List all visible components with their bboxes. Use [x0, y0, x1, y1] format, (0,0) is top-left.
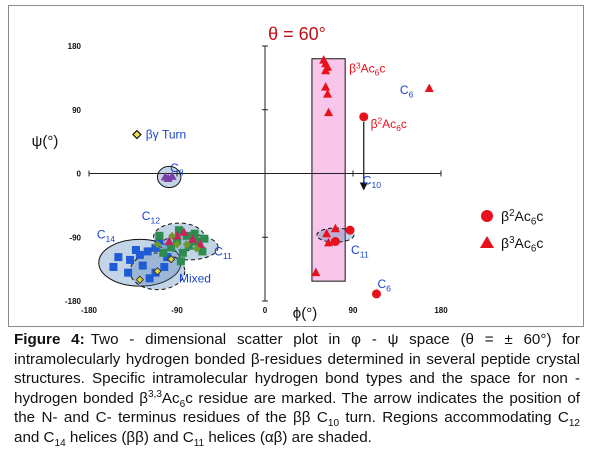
data-point	[124, 268, 133, 277]
data-point	[178, 248, 187, 257]
caption-sup: 3,3	[148, 388, 162, 400]
x-tick-label: 180	[434, 306, 448, 315]
data-point	[163, 173, 173, 182]
annotation-label: C8	[170, 161, 184, 178]
data-point	[114, 253, 123, 262]
x-tick-label: 0	[263, 306, 268, 315]
data-point	[424, 83, 434, 92]
data-point	[164, 236, 174, 245]
data-point	[173, 240, 181, 249]
legend-marker	[480, 236, 494, 248]
caption-sub: 6	[179, 398, 186, 410]
data-point	[131, 246, 140, 254]
annotation-label: C14	[97, 227, 115, 244]
data-point	[321, 82, 331, 91]
arrow-head	[359, 182, 368, 191]
data-point	[151, 243, 160, 252]
data-point	[155, 236, 164, 245]
y-tick-label: -180	[65, 297, 82, 306]
data-point	[132, 129, 142, 140]
data-point	[198, 247, 207, 256]
data-point	[330, 223, 340, 233]
annotation-label: C12	[142, 209, 160, 226]
caption-text: helices (ββ) and C	[65, 428, 194, 446]
x-tick-label: -180	[81, 306, 98, 315]
data-point	[135, 275, 144, 284]
data-point	[195, 239, 205, 248]
data-point	[143, 247, 152, 256]
caption-text: Two - dimensional scatter plot in φ - ψ …	[14, 331, 580, 407]
legend-label: β2Ac6c	[501, 208, 543, 228]
caption-text: and C	[14, 428, 55, 446]
data-point	[179, 227, 189, 236]
data-point	[155, 231, 164, 240]
data-point	[163, 253, 172, 262]
data-point	[371, 289, 381, 299]
annotation-label: C6	[377, 277, 391, 294]
caption-text: Ac	[161, 389, 180, 407]
data-point	[192, 237, 201, 246]
data-point	[160, 263, 169, 271]
caption-text: turn. Regions accommodating C	[339, 409, 569, 427]
data-point	[182, 231, 191, 240]
data-point	[192, 244, 201, 253]
data-point	[176, 257, 185, 266]
data-point	[138, 261, 147, 270]
data-point	[321, 65, 331, 75]
data-point	[322, 228, 332, 238]
data-point	[174, 226, 183, 235]
caption-sub: 11	[193, 438, 205, 449]
caption-sub: 14	[54, 438, 66, 449]
data-point	[311, 267, 321, 277]
data-point	[159, 248, 168, 257]
annotation-label: C10	[363, 174, 381, 191]
data-point	[330, 237, 340, 246]
figure-caption: Figure 4: Two - dimensional scatter plot …	[14, 330, 580, 449]
annotation-label: β2Ac6c	[371, 116, 407, 133]
annotation-label: βγ Turn	[146, 128, 186, 142]
data-point	[126, 255, 135, 264]
data-point	[167, 255, 176, 264]
data-point	[153, 267, 162, 276]
scatter-plot: θ = 60° -180 -90 0 90 180 -180 -90 0 90 180 ψ(°) ϕ(°…	[32, 24, 544, 322]
data-point	[359, 112, 369, 122]
caption-sub: 12	[568, 418, 580, 430]
data-point	[345, 225, 355, 235]
figure-panel: θ = 60° -180 -90 0 90 180 -180 -90 0 90 180 ψ(°) ϕ(°…	[8, 5, 584, 327]
x-axis-label: ϕ(°)	[293, 305, 317, 322]
data-point	[172, 230, 182, 240]
y-tick-label: 180	[68, 42, 82, 51]
annotation-label: Mixed	[179, 271, 211, 285]
data-point	[145, 274, 154, 283]
y-tick-label: -90	[69, 233, 81, 242]
chart-title: θ = 60°	[268, 24, 326, 44]
legend-label: β3Ac6c	[501, 235, 543, 255]
data-point	[168, 231, 177, 240]
data-point	[188, 234, 198, 243]
y-axis-label: ψ(°)	[32, 133, 59, 150]
data-point	[324, 107, 334, 117]
caption-sub: 10	[327, 418, 340, 430]
data-point	[167, 243, 176, 252]
data-point	[200, 234, 209, 243]
data-point	[135, 250, 144, 259]
y-tick-label: 90	[72, 106, 81, 115]
caption-text: helices (αβ) are shaded.	[204, 428, 372, 446]
legend-marker	[481, 210, 493, 222]
caption-text: c residue are marked. The arrow indicate…	[14, 389, 580, 427]
data-point	[153, 240, 162, 249]
data-point	[190, 229, 199, 238]
annotation-label: C11	[214, 244, 232, 261]
caption-label: Figure 4:	[14, 331, 85, 348]
annotation-label: β3Ac6c	[349, 60, 385, 77]
x-tick-label: -90	[171, 306, 183, 315]
data-point	[323, 89, 333, 98]
data-point	[109, 263, 118, 271]
annotation-label: C6	[400, 83, 414, 100]
x-tick-label: 90	[349, 306, 358, 315]
annotation-label: C11	[351, 243, 369, 260]
data-point	[182, 240, 191, 249]
data-point	[324, 237, 334, 247]
y-tick-label: 0	[77, 170, 82, 179]
